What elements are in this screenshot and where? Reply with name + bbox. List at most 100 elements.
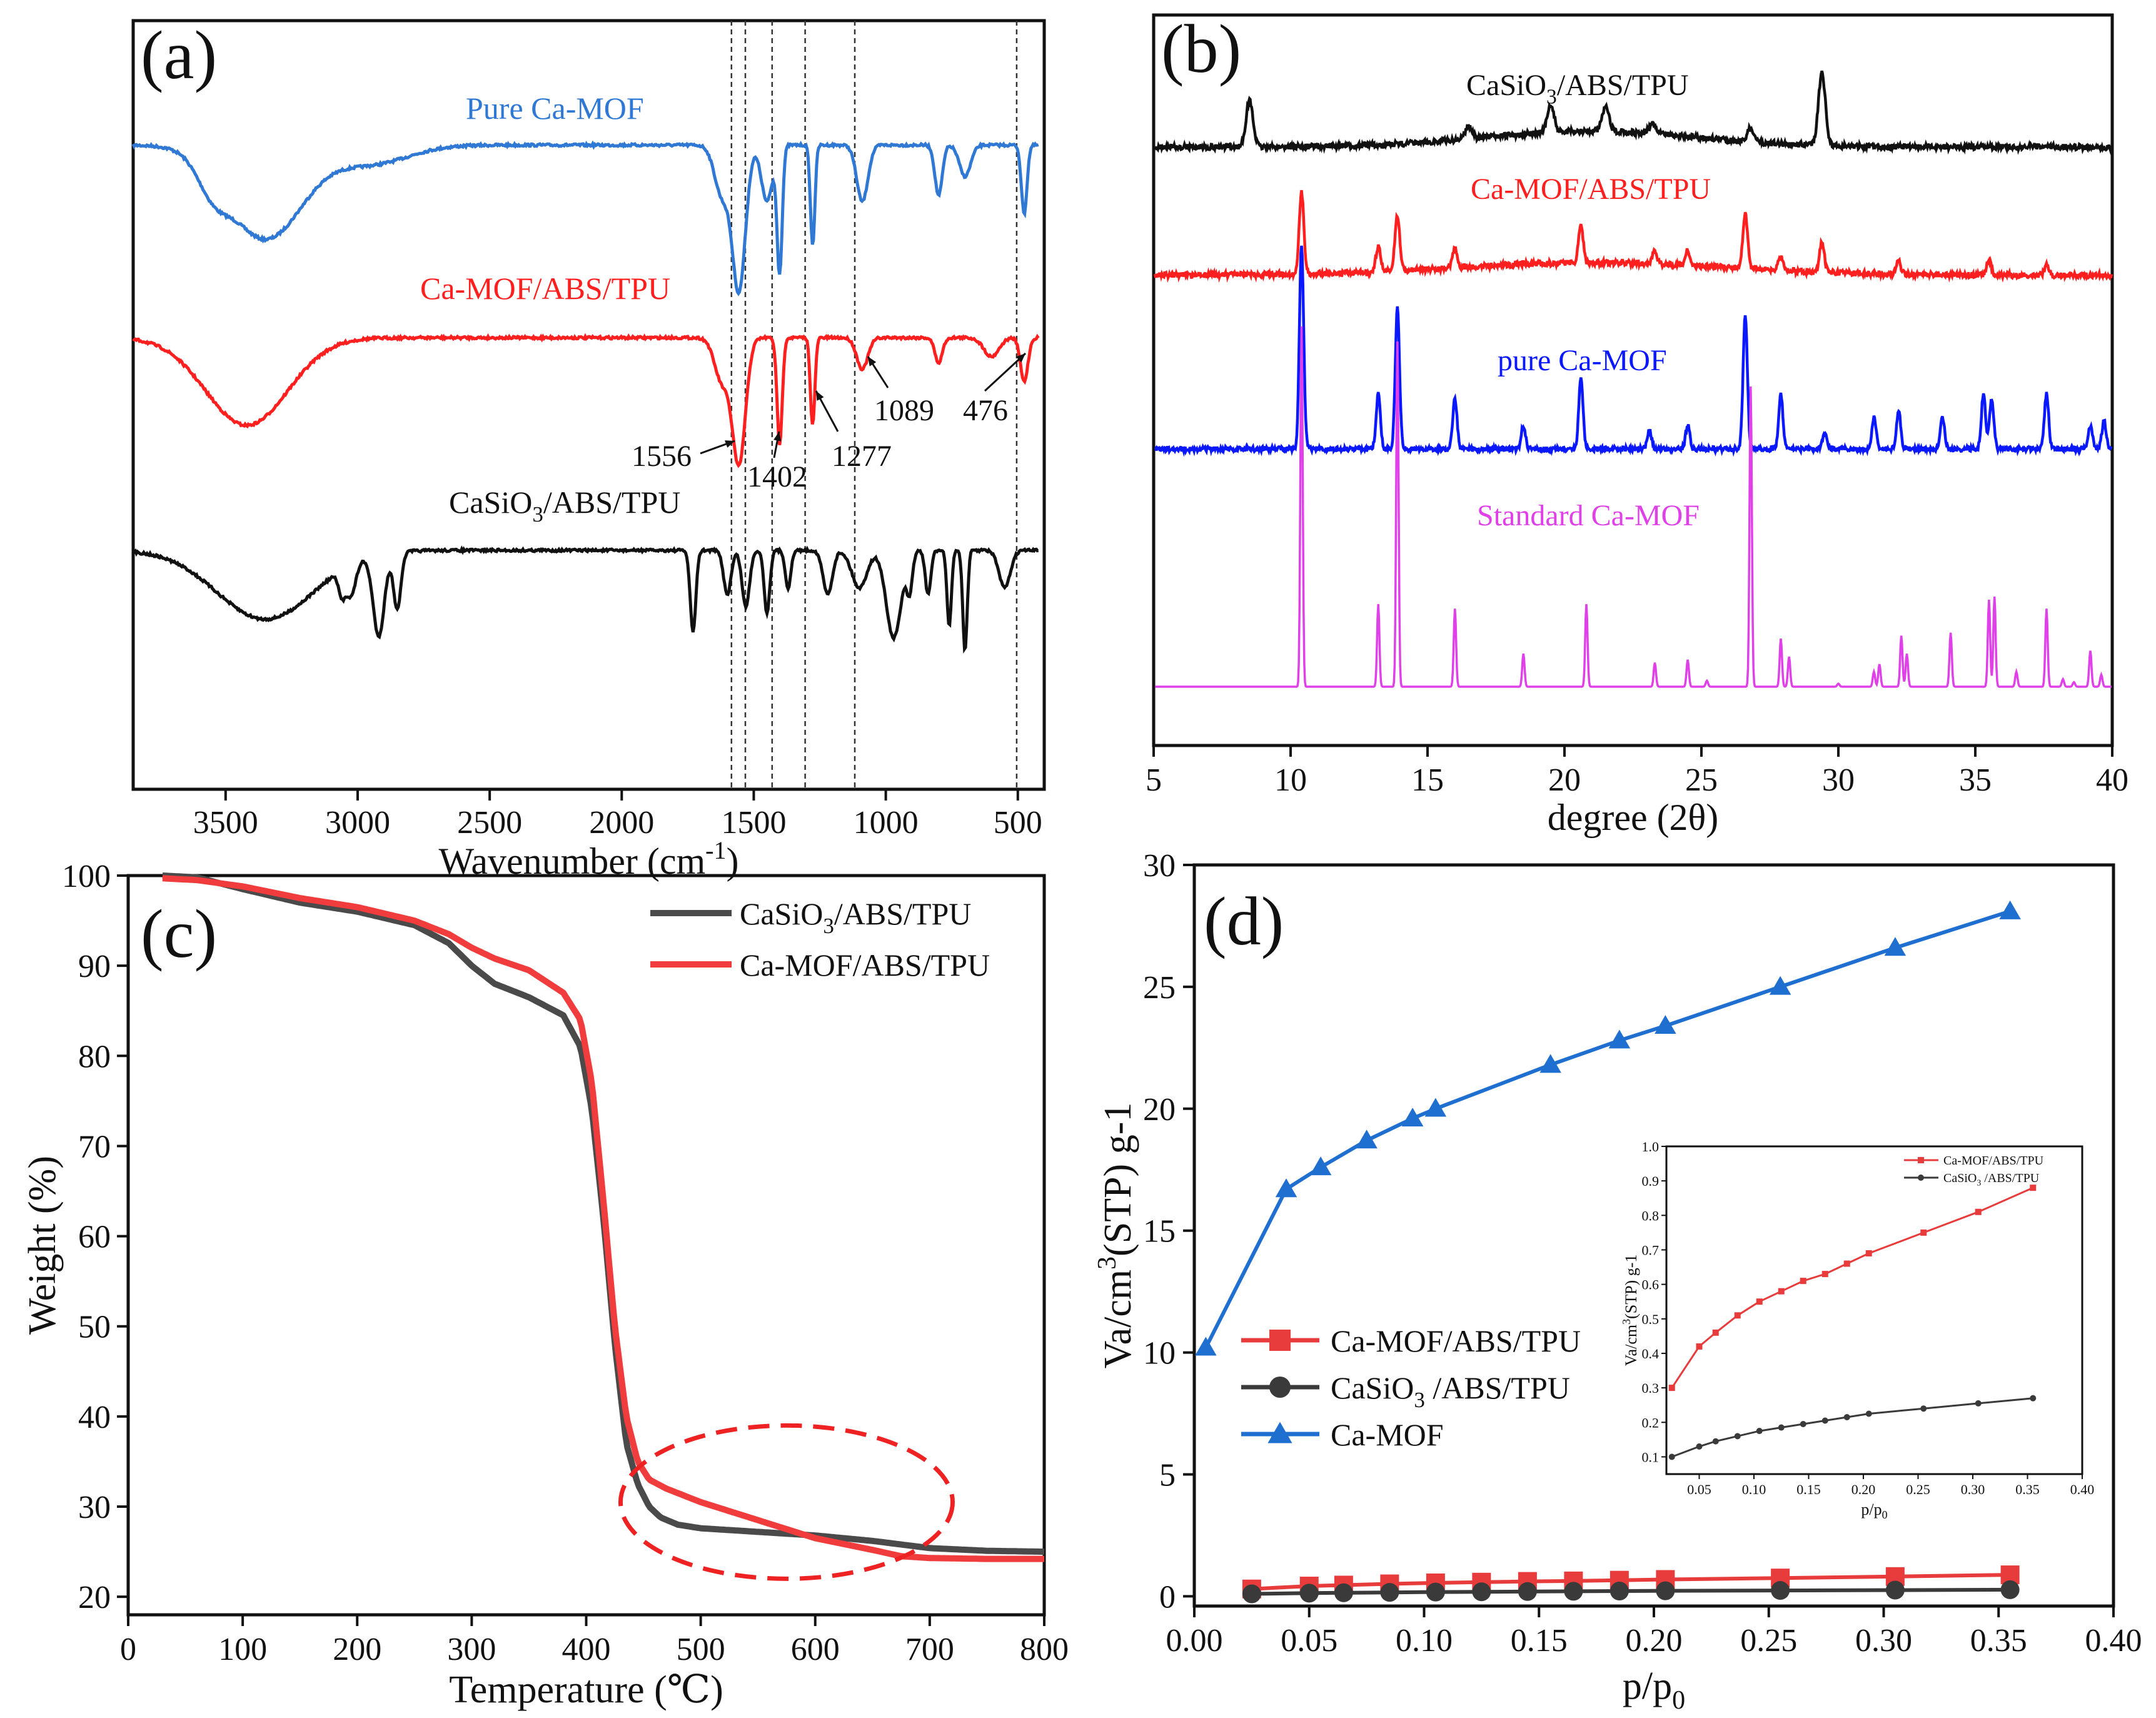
- data-point-marker: [1275, 1178, 1297, 1198]
- data-point-marker: [1656, 1581, 1675, 1600]
- inset-y-tick-label: 0.5: [1642, 1311, 1660, 1327]
- y-tick-label: 50: [78, 1310, 111, 1345]
- data-point-marker: [1885, 1580, 1905, 1600]
- data-point-marker: [1195, 1337, 1217, 1356]
- x-tick-label: 0.30: [1855, 1623, 1912, 1659]
- peak-annotation: 1277: [832, 440, 892, 473]
- annotation-arrowhead: [868, 356, 877, 366]
- x-tick-label: 2500: [457, 805, 522, 841]
- x-tick-label: 0.40: [2085, 1623, 2142, 1659]
- inset-data-point: [2030, 1395, 2037, 1402]
- legend-label: Ca-MOF/ABS/TPU: [1331, 1323, 1581, 1358]
- data-point-marker: [1608, 1029, 1631, 1049]
- data-point-marker: [1380, 1583, 1399, 1602]
- inset-x-tick-label: 0.30: [1961, 1482, 1985, 1497]
- x-tick-label: 0.10: [1396, 1623, 1453, 1659]
- x-tick-label: 200: [333, 1632, 381, 1667]
- inset-data-point: [1800, 1421, 1806, 1428]
- inset-legend-marker: [1918, 1175, 1924, 1181]
- data-point-marker: [1299, 1584, 1319, 1603]
- data-point-marker: [1424, 1098, 1447, 1117]
- data-point-marker: [1884, 937, 1907, 956]
- series-label-ca-mof-abs-tpu: Ca-MOF/ABS/TPU: [1471, 173, 1711, 206]
- inset-x-tick-label: 0.25: [1906, 1482, 1930, 1497]
- legend-marker: [1269, 1377, 1291, 1398]
- x-tick-label: 1000: [854, 805, 919, 841]
- x-tick-label: 500: [994, 805, 1042, 841]
- ftir-series-line: [131, 140, 1039, 296]
- data-point-marker: [1334, 1583, 1353, 1602]
- y-tick-label: 10: [1143, 1336, 1176, 1372]
- ftir-series-line: [132, 333, 1040, 468]
- y-axis-label: Va/cm3(STP) g-1: [1093, 1103, 1139, 1369]
- series-label-casio3-abs-tpu: CaSiO3/ABS/TPU: [449, 485, 680, 527]
- inset-x-tick-label: 0.10: [1742, 1482, 1766, 1497]
- inset-y-tick-label: 0.2: [1642, 1415, 1660, 1430]
- data-point-marker: [1356, 1129, 1378, 1149]
- inset-data-point: [1756, 1428, 1763, 1435]
- legend-label-casio3-abs-tpu: CaSiO3/ABS/TPU: [740, 896, 971, 938]
- x-tick-label: 600: [791, 1632, 840, 1667]
- y-tick-label: 20: [1143, 1092, 1176, 1128]
- panel-label: (c): [141, 896, 217, 972]
- y-tick-label: 80: [78, 1039, 111, 1074]
- annotation-arrowhead: [773, 432, 782, 442]
- inset-y-tick-label: 0.4: [1642, 1346, 1660, 1362]
- peak-annotation: 1556: [632, 440, 692, 473]
- data-point-marker: [1518, 1582, 1537, 1601]
- inset-data-point: [1696, 1343, 1703, 1350]
- legend-marker: [1267, 1422, 1292, 1443]
- inset-y-tick-label: 0.1: [1642, 1449, 1660, 1465]
- inset-data-point: [1668, 1385, 1675, 1392]
- xrd-series-line: [1154, 245, 2113, 457]
- legend-label: Ca-MOF: [1331, 1417, 1444, 1452]
- highlight-ellipse: [618, 1423, 955, 1581]
- inset-data-point: [1778, 1424, 1785, 1431]
- y-tick-label: 25: [1143, 970, 1176, 1006]
- panel-d-bet-chart: 0.00 0.05 0.10 0.15 0.20 0.25 0.30 0.35 0.40 0 5 10…: [1093, 848, 2142, 1715]
- inset-data-point: [1821, 1271, 1828, 1278]
- series-label-pure-ca-mof: Pure Ca-MOF: [466, 91, 644, 126]
- inset-x-tick-label: 0.15: [1796, 1482, 1821, 1497]
- x-tick-label: 10: [1274, 762, 1307, 798]
- annotation-arrowhead: [816, 391, 824, 401]
- x-tick-label: 30: [1822, 762, 1855, 798]
- annotation-arrow: [984, 352, 1027, 392]
- peak-annotation: 476: [963, 394, 1008, 427]
- x-tick-label: 500: [677, 1632, 725, 1667]
- inset-data-point: [1975, 1400, 1982, 1407]
- inset-y-tick-label: 0.7: [1642, 1242, 1660, 1258]
- inset-data-point: [1696, 1443, 1703, 1450]
- x-tick-label: 3500: [193, 805, 258, 841]
- xrd-series-line: [1153, 189, 2113, 283]
- series-label-pure-ca-mof: pure Ca-MOF: [1498, 344, 1667, 377]
- series-label-casio3-abs-tpu: CaSiO3/ABS/TPU: [1466, 69, 1689, 108]
- y-tick-label: 60: [78, 1220, 111, 1255]
- y-tick-label: 90: [78, 949, 111, 984]
- legend-label: CaSiO3 /ABS/TPU: [1331, 1370, 1570, 1412]
- inset-data-point: [1756, 1298, 1763, 1305]
- x-tick-label: 1500: [721, 805, 786, 841]
- inset-data-point: [1734, 1312, 1741, 1319]
- x-tick-label: 25: [1685, 762, 1718, 798]
- data-point-marker: [1771, 1581, 1790, 1600]
- inset-y-tick-label: 0.6: [1642, 1277, 1660, 1293]
- tga-series-line: [161, 875, 1045, 1562]
- ftir-series-line: [133, 545, 1039, 654]
- annotation-arrowhead: [1015, 353, 1025, 363]
- y-tick-label: 30: [1143, 848, 1176, 884]
- xrd-series-line: [1155, 326, 2112, 688]
- inset-data-point: [1734, 1433, 1741, 1440]
- inset-legend-marker: [1918, 1157, 1924, 1163]
- x-tick-label: 0.05: [1281, 1623, 1337, 1659]
- data-point-marker: [1769, 976, 1791, 995]
- x-tick-label: 0.15: [1511, 1623, 1568, 1659]
- plot-frame: [131, 19, 1046, 791]
- panel-c-tga-chart: 0 100 200 300 400 500 600 700 800 20 30 40 50 60 70 80 9…: [21, 859, 1069, 1711]
- data-point-marker: [1309, 1156, 1332, 1176]
- data-point-marker: [1242, 1584, 1261, 1604]
- y-tick-label: 30: [78, 1490, 111, 1525]
- panel-label: (b): [1161, 11, 1241, 87]
- inset-y-tick-label: 0.3: [1642, 1380, 1660, 1396]
